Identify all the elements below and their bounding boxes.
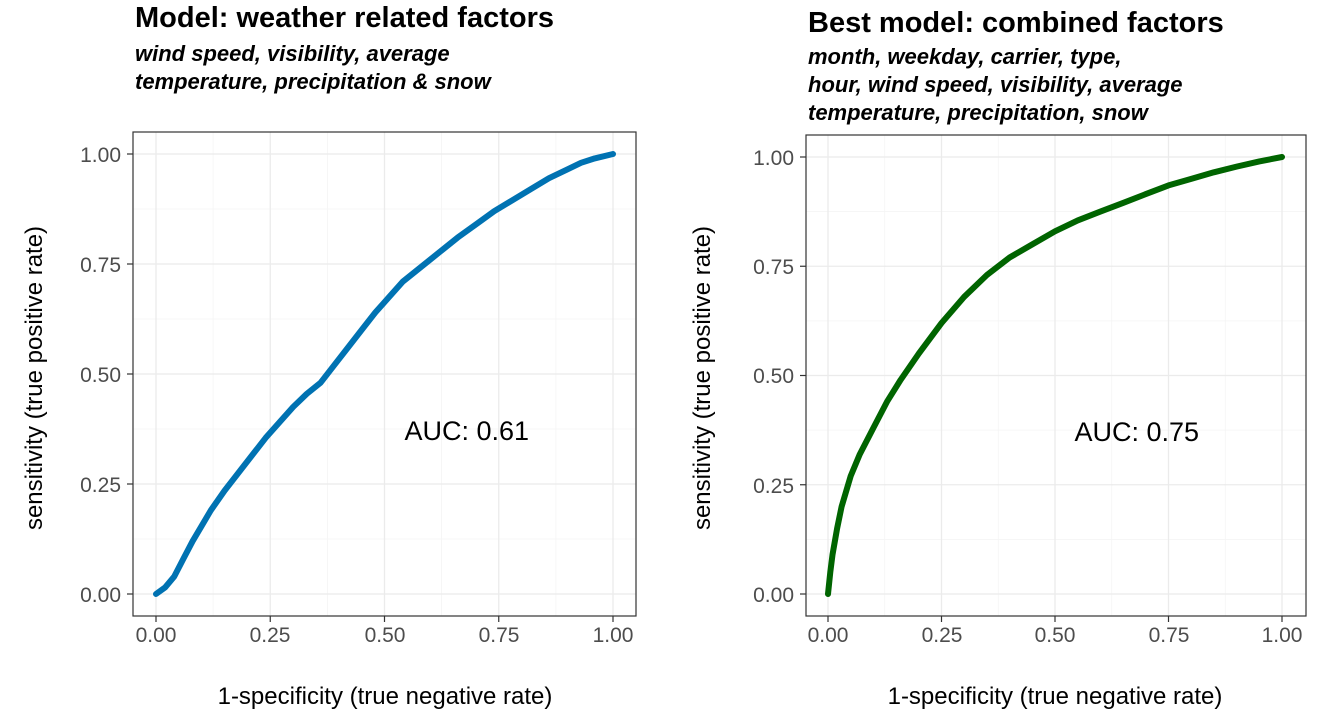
left-x-axis-label: 1-specificity (true negative rate)	[218, 683, 553, 710]
right-ytick-label: 0.50	[753, 365, 794, 388]
left-gridlines	[133, 132, 636, 616]
left-auc-annotation: AUC: 0.61	[404, 416, 529, 446]
right-ytick-label: 0.25	[753, 475, 794, 498]
left-chart: Model: weather related factors wind spee…	[21, 2, 637, 710]
right-roc-curve	[825, 154, 1285, 597]
right-xtick-label: 0.00	[808, 624, 849, 647]
left-xtick-label: 0.50	[365, 624, 406, 647]
right-ytick-label: 0.00	[753, 584, 794, 607]
right-chart-subtitle-line-3: temperature, precipitation, snow	[808, 100, 1150, 125]
right-auc-annotation: AUC: 0.75	[1074, 417, 1199, 447]
right-xtick-label: 0.25	[922, 624, 963, 647]
left-xtick-label: 0.25	[250, 624, 291, 647]
left-chart-subtitle-line-1: wind speed, visibility, average	[135, 41, 450, 66]
right-xtick-label: 0.75	[1149, 624, 1190, 647]
right-xtick-label: 0.50	[1035, 624, 1076, 647]
left-roc-curve	[153, 151, 616, 597]
left-axis-ticks	[127, 153, 614, 622]
left-xtick-label: 1.00	[593, 624, 634, 647]
left-chart-title: Model: weather related factors	[135, 2, 554, 34]
right-gridlines	[806, 135, 1306, 616]
left-ytick-label: 1.00	[80, 144, 121, 167]
right-x-axis-label: 1-specificity (true negative rate)	[888, 683, 1223, 710]
left-xtick-label: 0.00	[136, 624, 177, 647]
right-chart-subtitle-line-1: month, weekday, carrier, type,	[808, 44, 1121, 69]
left-ytick-label: 0.75	[80, 254, 121, 277]
right-ytick-label: 1.00	[753, 147, 794, 170]
right-chart-title: Best model: combined factors	[808, 7, 1224, 39]
left-y-axis-label: sensitivity (true positive rate)	[21, 226, 48, 530]
right-xtick-label: 1.00	[1262, 624, 1303, 647]
right-y-axis-label: sensitivity (true positive rate)	[689, 226, 716, 530]
right-chart-subtitle-line-2: hour, wind speed, visibility, average	[808, 72, 1183, 97]
left-ytick-label: 0.50	[80, 364, 121, 387]
left-ytick-label: 0.00	[80, 584, 121, 607]
right-ytick-label: 0.75	[753, 256, 794, 279]
left-xtick-label: 0.75	[479, 624, 520, 647]
right-axis-ticks	[800, 156, 1283, 622]
right-chart: Best model: combined factors month, week…	[689, 7, 1307, 710]
left-chart-subtitle-line-2: temperature, precipitation & snow	[135, 69, 493, 94]
left-ytick-label: 0.25	[80, 474, 121, 497]
